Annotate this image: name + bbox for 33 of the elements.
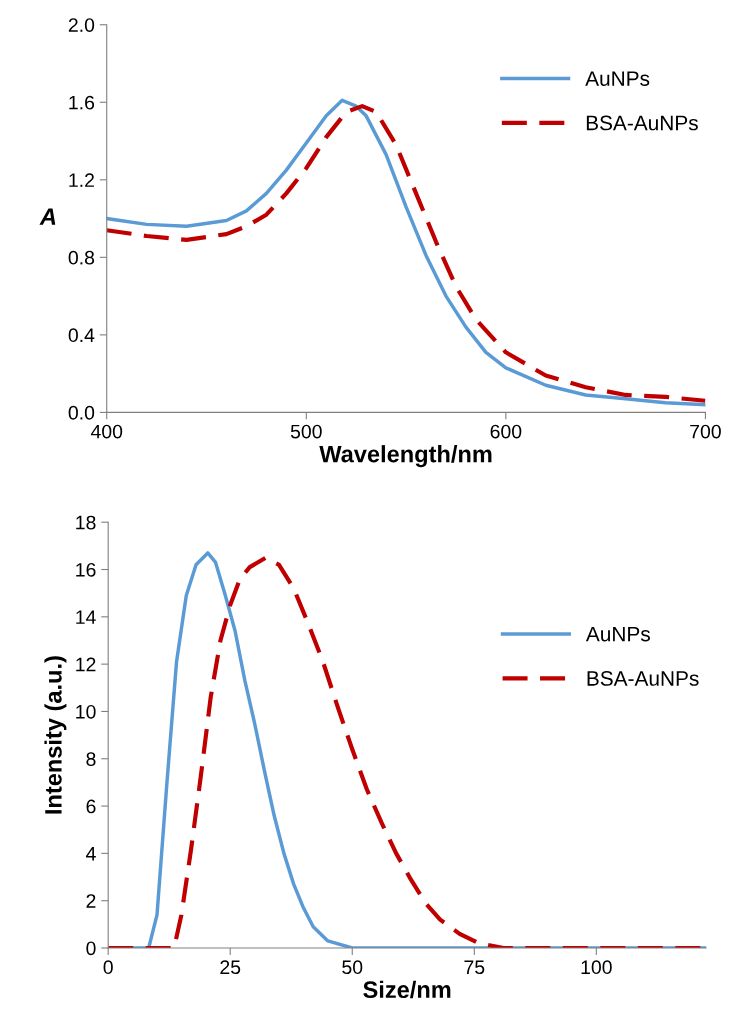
- x-tick-label: 100: [581, 960, 612, 975]
- y-axis-title: Intensity (a.u.): [44, 656, 67, 814]
- y-tick-label: 18: [76, 515, 96, 530]
- x-tick-label: 0: [103, 960, 113, 975]
- x-tick-label: 700: [690, 424, 721, 439]
- y-tick-label: 0.8: [68, 250, 95, 265]
- y-tick-label: 14: [76, 610, 96, 624]
- y-tick-label: 16: [76, 562, 96, 577]
- x-tick-label: 50: [342, 960, 363, 975]
- y-tick-label: 4: [86, 847, 96, 861]
- y-tick-label: 1.6: [69, 95, 95, 110]
- y-tick-label: 10: [76, 704, 96, 719]
- x-axis-title: Size/nm: [363, 980, 451, 999]
- x-tick-label: 500: [290, 424, 322, 439]
- legend-label: AuNPs: [585, 71, 650, 86]
- x-tick-label: 75: [464, 960, 485, 975]
- x-axis-title: Wavelength/nm: [319, 445, 492, 468]
- legend-label: BSA-AuNPs: [587, 671, 699, 686]
- legend-label: BSA-AuNPs: [586, 115, 698, 131]
- y-tick-label: 0.0: [68, 405, 95, 420]
- y-tick-label: 0.4: [68, 328, 95, 343]
- x-tick-label: 25: [220, 960, 241, 975]
- y-tick-label: 6: [86, 799, 96, 814]
- y-tick-label: 12: [76, 657, 96, 672]
- y-axis-title: A: [39, 208, 56, 225]
- y-tick-label: 8: [86, 752, 96, 766]
- x-tick-label: 400: [90, 424, 123, 439]
- y-tick-label: 2: [86, 894, 96, 908]
- legend-label: AuNPs: [585, 626, 650, 642]
- y-tick-label: 2.0: [68, 18, 95, 32]
- y-tick-label: 1.2: [69, 173, 94, 187]
- y-tick-label: 0: [86, 941, 96, 956]
- x-tick-label: 600: [490, 424, 522, 439]
